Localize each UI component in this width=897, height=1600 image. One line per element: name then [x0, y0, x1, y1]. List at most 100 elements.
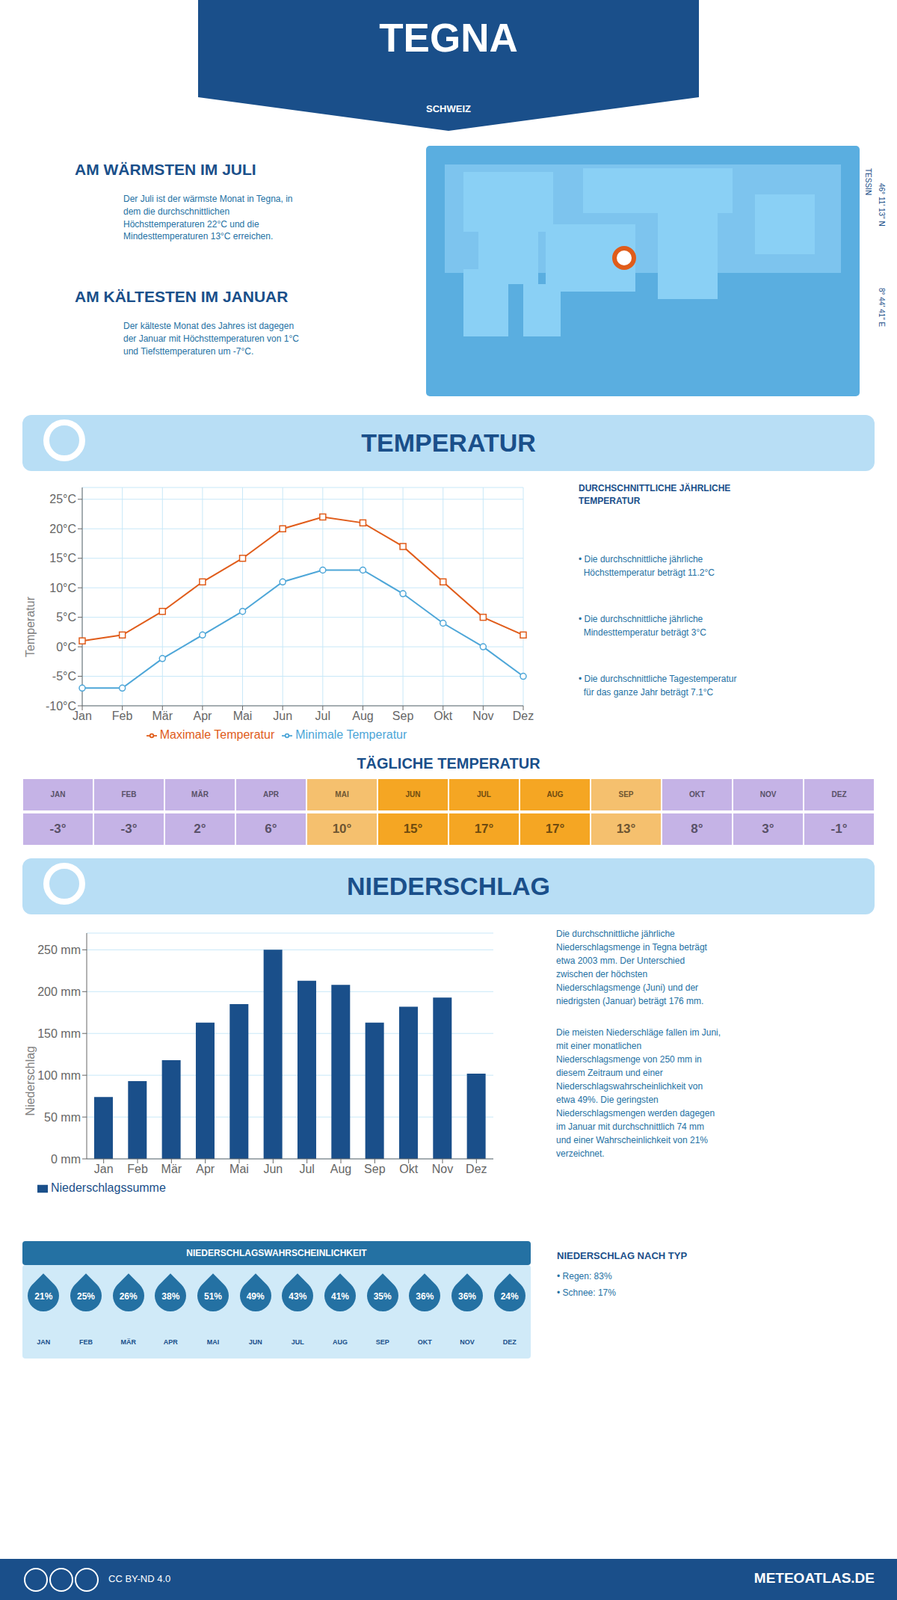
svg-text:Feb: Feb — [127, 1162, 149, 1176]
html-text:Der Juli ist der wärmste Monat: Der Juli ist der wärmste Monat in Tegna,… — [123, 193, 293, 242]
html-text:36%: 36% — [415, 1290, 434, 1302]
html-text:17°: 17° — [474, 821, 494, 836]
html-text:38%: 38% — [161, 1290, 180, 1302]
svg-text:250 mm: 250 mm — [37, 943, 81, 957]
svg-text:Jan: Jan — [72, 709, 92, 723]
svg-text:Mär: Mär — [151, 709, 173, 723]
html-text:APR: APR — [263, 790, 279, 799]
html-text:SCHWEIZ: SCHWEIZ — [426, 103, 471, 115]
svg-text:Mär: Mär — [161, 1162, 183, 1176]
html-text:43%: 43% — [288, 1290, 307, 1302]
html-text:• Die durchschnittliche jährli: • Die durchschnittliche jährliche Höchst… — [578, 553, 715, 578]
html-text:AM WÄRMSTEN IM JULI: AM WÄRMSTEN IM JULI — [74, 160, 257, 178]
svg-text:Apr: Apr — [195, 1162, 216, 1176]
html-text:TÄGLICHE TEMPERATUR: TÄGLICHE TEMPERATUR — [356, 754, 541, 772]
html-text:26%: 26% — [119, 1290, 138, 1302]
svg-text:Niederschlag: Niederschlag — [23, 1045, 37, 1116]
svg-text:10°C: 10°C — [49, 581, 77, 595]
html-text:-3°: -3° — [120, 821, 138, 836]
svg-text:Okt: Okt — [399, 1162, 418, 1176]
html-text:13°: 13° — [616, 821, 636, 836]
html-text:TEMPERATUR: TEMPERATUR — [361, 428, 536, 457]
svg-text:Sep: Sep — [364, 1162, 386, 1176]
svg-text:Dez: Dez — [512, 709, 534, 723]
html-text:10°: 10° — [332, 821, 352, 836]
html-text:JAN: JAN — [50, 790, 66, 799]
html-text:METEOATLAS.DE: METEOATLAS.DE — [754, 1569, 875, 1586]
svg-text:Jun: Jun — [263, 1162, 283, 1176]
html-text:AM KÄLTESTEN IM JANUAR: AM KÄLTESTEN IM JANUAR — [74, 287, 289, 305]
html-text:SEP: SEP — [618, 790, 634, 799]
html-text:• Schnee: 17%: • Schnee: 17% — [556, 1287, 616, 1298]
html-text:24%: 24% — [500, 1290, 519, 1302]
svg-text:Feb: Feb — [112, 709, 134, 723]
html-text:Die durchschnittliche jährlich: Die durchschnittliche jährliche Niedersc… — [556, 928, 708, 1007]
html-text:FEB: FEB — [121, 790, 137, 799]
svg-text:0°C: 0°C — [56, 640, 77, 654]
svg-text:-10°C: -10°C — [45, 699, 77, 713]
html-text:8°: 8° — [690, 821, 704, 836]
svg-text:0 mm: 0 mm — [50, 1152, 81, 1166]
svg-text:-5°C: -5°C — [52, 669, 77, 683]
html-text:TEGNA: TEGNA — [379, 15, 518, 60]
html-text:NIEDERSCHLAGSWAHRSCHEINLICHKEI: NIEDERSCHLAGSWAHRSCHEINLICHKEIT — [186, 1247, 367, 1259]
html-text:JUN: JUN — [405, 790, 421, 799]
html-text:-1°: -1° — [830, 821, 848, 836]
html-text:NIEDERSCHLAG: NIEDERSCHLAG — [346, 871, 551, 900]
svg-text:Jan: Jan — [94, 1162, 114, 1176]
svg-text:200 mm: 200 mm — [37, 985, 81, 998]
svg-text:Dez: Dez — [465, 1162, 487, 1176]
svg-text:20°C: 20°C — [49, 522, 77, 536]
html-text:3°: 3° — [762, 821, 775, 836]
html-text:Niederschlagssumme: Niederschlagssumme — [50, 1181, 166, 1194]
html-text:Der kälteste Monat des Jahres: Der kälteste Monat des Jahres ist dagege… — [123, 320, 299, 357]
html-text:25%: 25% — [76, 1290, 95, 1302]
html-text:• Die durchschnittliche Tagest: • Die durchschnittliche Tagestemperatur … — [578, 673, 737, 698]
html-text:MAI: MAI — [335, 790, 349, 799]
html-text:• Regen: 83%: • Regen: 83% — [556, 1270, 612, 1282]
html-text:8° 44' 41" E: 8° 44' 41" E — [877, 287, 886, 327]
svg-text:Jun: Jun — [272, 709, 293, 723]
svg-text:Apr: Apr — [192, 709, 213, 723]
html-text:17°: 17° — [545, 821, 565, 836]
svg-text:25°C: 25°C — [49, 492, 77, 506]
svg-text:Aug: Aug — [352, 709, 374, 723]
html-text:CC BY-ND 4.0: CC BY-ND 4.0 — [108, 1572, 171, 1584]
html-text:41%: 41% — [331, 1290, 350, 1302]
svg-text:Nov: Nov — [432, 1162, 453, 1176]
svg-text:5°C: 5°C — [56, 610, 77, 624]
svg-text:Jul: Jul — [315, 709, 331, 723]
svg-text:15°C: 15°C — [49, 551, 77, 565]
html-text:Minimale Temperatur: Minimale Temperatur — [295, 728, 407, 741]
svg-text:Okt: Okt — [433, 709, 453, 723]
html-text:35%: 35% — [373, 1290, 392, 1302]
html-text:NIEDERSCHLAG NACH TYP: NIEDERSCHLAG NACH TYP — [556, 1249, 688, 1262]
svg-text:Aug: Aug — [330, 1162, 352, 1176]
svg-text:Sep: Sep — [392, 709, 415, 723]
svg-text:50 mm: 50 mm — [44, 1110, 81, 1124]
html-text:46° 11' 13" N: 46° 11' 13" N — [877, 183, 886, 227]
html-text:49%: 49% — [246, 1290, 265, 1302]
html-text:MÄR: MÄR — [191, 790, 209, 799]
html-text:6°: 6° — [264, 821, 278, 836]
html-text:• Die durchschnittliche jährli: • Die durchschnittliche jährliche Mindes… — [578, 613, 707, 638]
svg-text:Mai: Mai — [233, 709, 253, 723]
html-text:TESSIN: TESSIN — [864, 168, 873, 196]
svg-text:Temperatur: Temperatur — [23, 595, 37, 658]
svg-text:Nov: Nov — [472, 709, 494, 723]
html-text:-3°: -3° — [49, 821, 67, 836]
svg-text:Jul: Jul — [299, 1162, 314, 1176]
svg-text:100 mm: 100 mm — [37, 1068, 81, 1082]
html-text:JUL: JUL — [476, 790, 492, 799]
html-text:51%: 51% — [204, 1290, 223, 1302]
html-text:AUG: AUG — [546, 790, 564, 799]
html-text:21%: 21% — [34, 1290, 53, 1302]
html-text:15°: 15° — [403, 821, 423, 836]
html-text:DURCHSCHNITTLICHE JÄHRLICHE TE: DURCHSCHNITTLICHE JÄHRLICHE TEMPERATUR — [578, 482, 731, 506]
svg-text:150 mm: 150 mm — [37, 1027, 81, 1040]
svg-text:Mai: Mai — [229, 1162, 249, 1176]
html-text:Die meisten Niederschläge fall: Die meisten Niederschläge fallen im Juni… — [556, 1027, 721, 1159]
html-text:36%: 36% — [458, 1290, 477, 1302]
html-text:2°: 2° — [193, 821, 207, 836]
html-text:Maximale Temperatur: Maximale Temperatur — [159, 728, 275, 741]
